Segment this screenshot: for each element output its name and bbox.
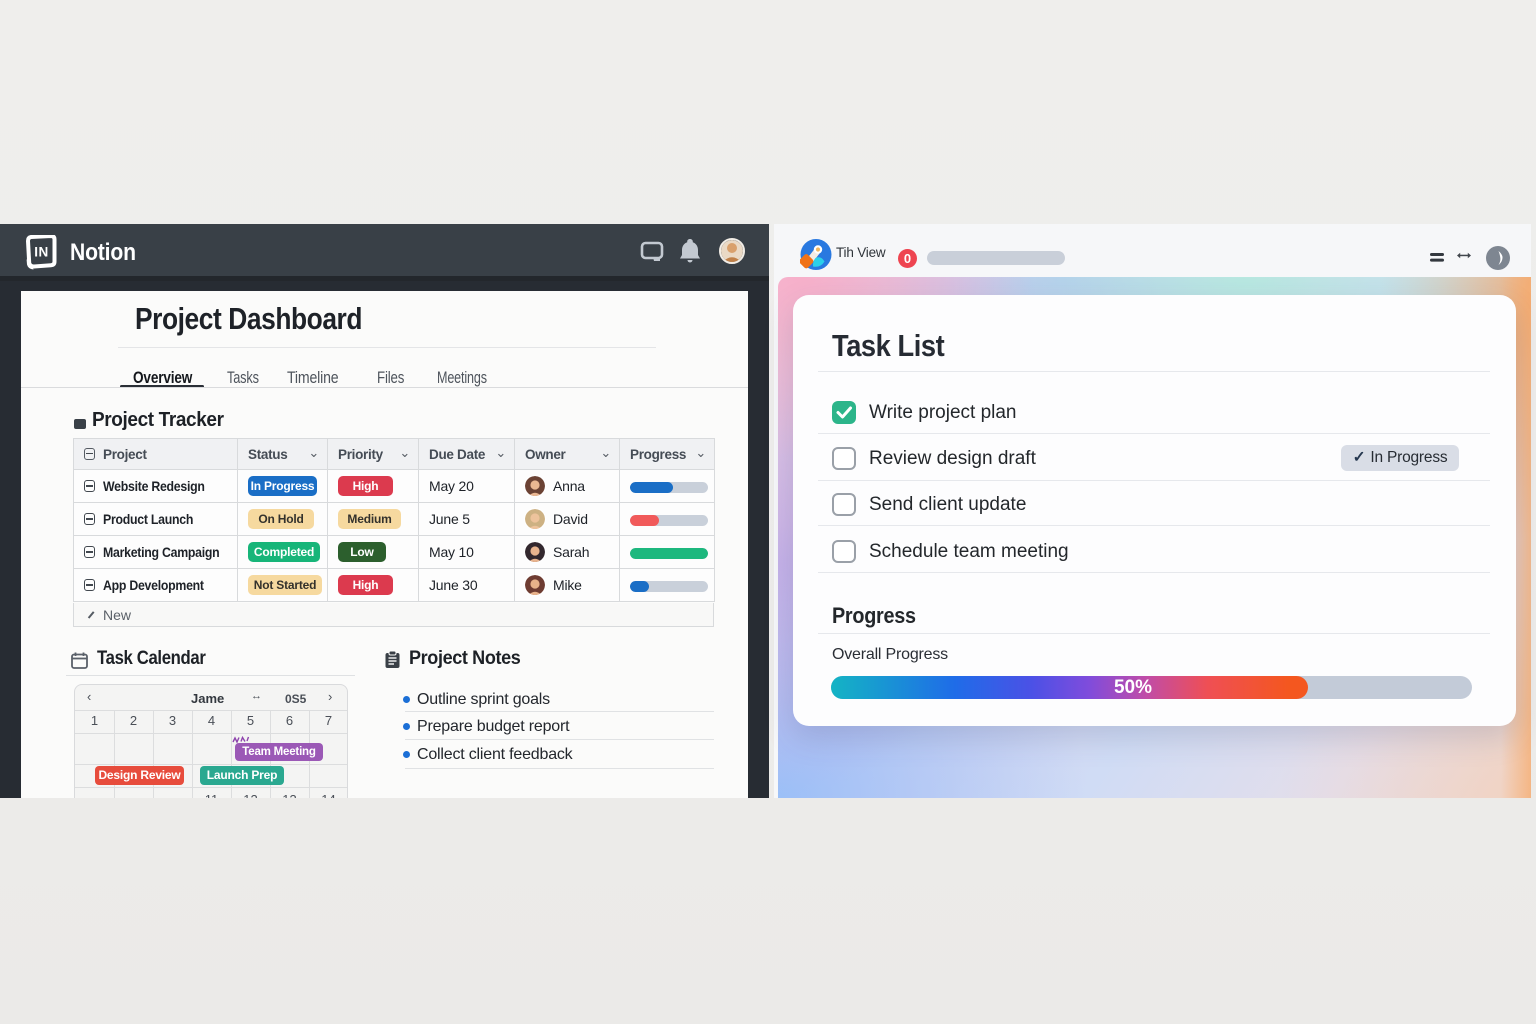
svg-text:IN: IN [34,245,49,260]
